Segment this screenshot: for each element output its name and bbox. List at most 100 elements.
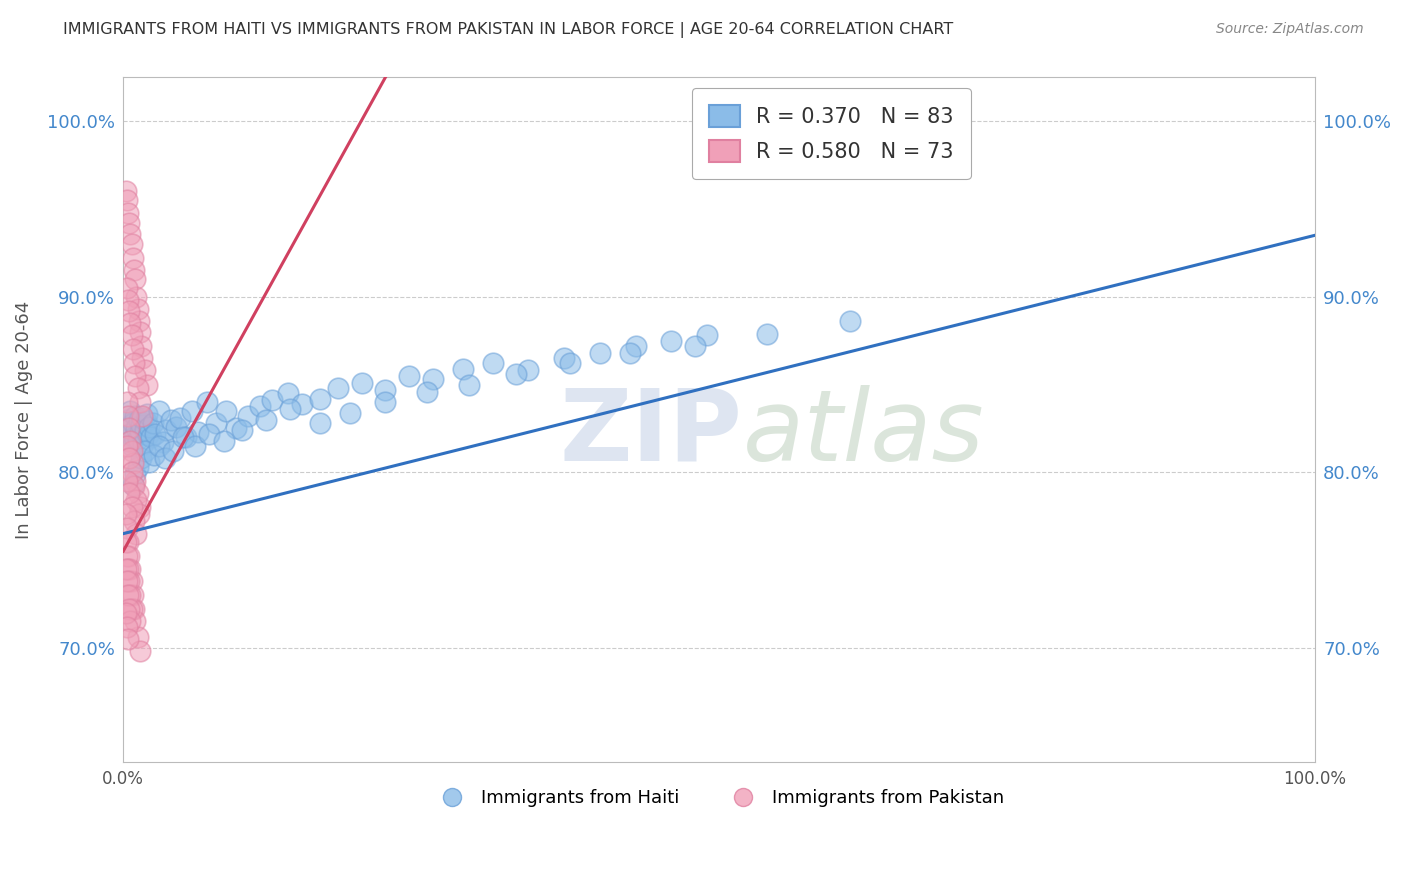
- Point: [124, 615, 146, 629]
- Point: [118, 549, 141, 564]
- Point: [115, 549, 138, 564]
- Point: [118, 216, 141, 230]
- Point: [659, 334, 682, 348]
- Point: [129, 325, 152, 339]
- Point: [339, 406, 361, 420]
- Point: [121, 251, 143, 265]
- Point: [129, 339, 152, 353]
- Point: [120, 434, 142, 448]
- Point: [398, 368, 420, 383]
- Point: [162, 444, 184, 458]
- Point: [121, 477, 143, 491]
- Text: Source: ZipAtlas.com: Source: ZipAtlas.com: [1216, 22, 1364, 37]
- Point: [183, 439, 205, 453]
- Point: [129, 451, 152, 466]
- Point: [117, 562, 139, 576]
- Point: [619, 346, 641, 360]
- Point: [128, 314, 150, 328]
- Point: [118, 421, 141, 435]
- Point: [122, 479, 145, 493]
- Point: [117, 409, 139, 423]
- Point: [114, 185, 136, 199]
- Point: [129, 644, 152, 658]
- Point: [214, 434, 236, 448]
- Point: [127, 486, 149, 500]
- Point: [121, 328, 143, 343]
- Point: [121, 574, 143, 588]
- Point: [172, 430, 194, 444]
- Point: [374, 395, 396, 409]
- Point: [115, 281, 138, 295]
- Point: [160, 412, 183, 426]
- Point: [121, 465, 143, 479]
- Point: [124, 409, 146, 423]
- Point: [120, 562, 142, 576]
- Point: [121, 588, 143, 602]
- Point: [129, 417, 152, 432]
- Point: [138, 419, 160, 434]
- Point: [624, 339, 647, 353]
- Text: ZIP: ZIP: [560, 384, 742, 482]
- Point: [683, 339, 706, 353]
- Point: [181, 404, 204, 418]
- Point: [254, 412, 277, 426]
- Point: [128, 412, 150, 426]
- Point: [121, 439, 143, 453]
- Point: [839, 314, 862, 328]
- Point: [136, 408, 159, 422]
- Point: [142, 416, 165, 430]
- Point: [121, 444, 143, 458]
- Point: [115, 474, 138, 488]
- Point: [553, 351, 575, 366]
- Point: [115, 439, 138, 453]
- Point: [451, 361, 474, 376]
- Point: [120, 404, 142, 418]
- Point: [117, 535, 139, 549]
- Point: [215, 404, 238, 418]
- Point: [589, 346, 612, 360]
- Point: [231, 423, 253, 437]
- Point: [198, 426, 221, 441]
- Point: [127, 460, 149, 475]
- Point: [114, 606, 136, 620]
- Point: [131, 410, 153, 425]
- Point: [374, 383, 396, 397]
- Point: [148, 439, 170, 453]
- Point: [127, 381, 149, 395]
- Point: [120, 227, 142, 241]
- Point: [308, 416, 330, 430]
- Point: [114, 412, 136, 426]
- Point: [238, 409, 260, 423]
- Point: [187, 425, 209, 439]
- Point: [134, 423, 156, 437]
- Point: [308, 392, 330, 406]
- Point: [115, 194, 138, 208]
- Point: [115, 521, 138, 535]
- Point: [118, 574, 141, 588]
- Point: [117, 293, 139, 308]
- Point: [122, 515, 145, 529]
- Point: [131, 409, 153, 423]
- Point: [136, 428, 159, 442]
- Point: [148, 404, 170, 418]
- Point: [115, 620, 138, 634]
- Point: [505, 367, 527, 381]
- Point: [558, 356, 581, 370]
- Point: [118, 303, 141, 318]
- Point: [195, 395, 218, 409]
- Point: [122, 430, 145, 444]
- Point: [145, 426, 167, 441]
- Point: [122, 356, 145, 370]
- Point: [135, 414, 157, 428]
- Point: [114, 508, 136, 522]
- Point: [125, 493, 148, 508]
- Legend: Immigrants from Haiti, Immigrants from Pakistan: Immigrants from Haiti, Immigrants from P…: [427, 782, 1011, 814]
- Point: [131, 351, 153, 366]
- Point: [277, 386, 299, 401]
- Point: [122, 263, 145, 277]
- Point: [121, 500, 143, 515]
- Point: [114, 562, 136, 576]
- Point: [134, 444, 156, 458]
- Point: [129, 500, 152, 515]
- Point: [291, 397, 314, 411]
